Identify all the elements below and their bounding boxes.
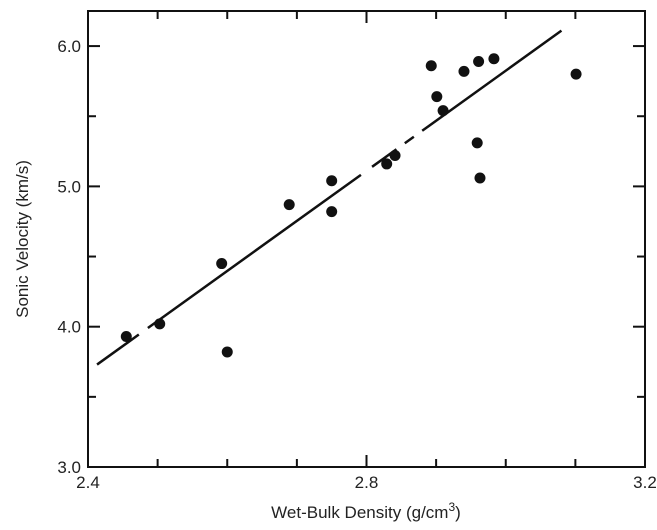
data-point-0	[120, 331, 132, 343]
y-tick-label-0: 3.0	[57, 458, 81, 477]
y-tick-label-1: 4.0	[57, 318, 81, 337]
data-point-11	[437, 105, 449, 117]
data-points	[120, 53, 582, 358]
data-point-6	[326, 206, 338, 218]
x-tick-label-0: 2.4	[76, 473, 100, 492]
y-tick-labels: 3.0 4.0 5.0 6.0	[57, 37, 81, 477]
x-axis-label: Wet-Bulk Density (g/cm3)	[271, 500, 461, 522]
data-point-17	[570, 68, 582, 80]
fit-line-segment-1	[147, 173, 362, 330]
x-tick-labels: 2.4 2.8 3.2	[76, 473, 657, 492]
fit-line-segment-0	[96, 333, 140, 366]
data-point-14	[488, 53, 500, 65]
x-axis-label-superscript: 3	[448, 500, 455, 514]
data-point-15	[471, 137, 483, 149]
data-point-5	[326, 175, 338, 187]
data-point-3	[221, 346, 233, 358]
data-point-4	[283, 199, 295, 211]
x-axis-label-main: Wet-Bulk Density (g/cm	[271, 503, 448, 522]
x-tick-label-1: 2.8	[355, 473, 379, 492]
plot-frame	[87, 10, 646, 468]
data-point-13	[473, 56, 485, 68]
y-tick-label-2: 5.0	[57, 177, 81, 196]
regression-line	[96, 29, 563, 366]
data-point-9	[425, 60, 437, 72]
x-tick-label-2: 3.2	[633, 473, 657, 492]
data-point-12	[458, 65, 470, 77]
y-tick-label-3: 6.0	[57, 37, 81, 56]
data-point-8	[389, 150, 401, 162]
axis-ticks	[87, 11, 646, 468]
data-point-16	[474, 172, 486, 184]
data-point-10	[431, 91, 443, 103]
data-point-2	[216, 258, 228, 270]
x-axis-label-suffix: )	[455, 503, 461, 522]
y-axis-label: Sonic Velocity (km/s)	[13, 160, 32, 318]
data-point-1	[154, 318, 166, 330]
fit-line-segment-3	[404, 135, 415, 145]
data-point-7	[381, 158, 393, 170]
